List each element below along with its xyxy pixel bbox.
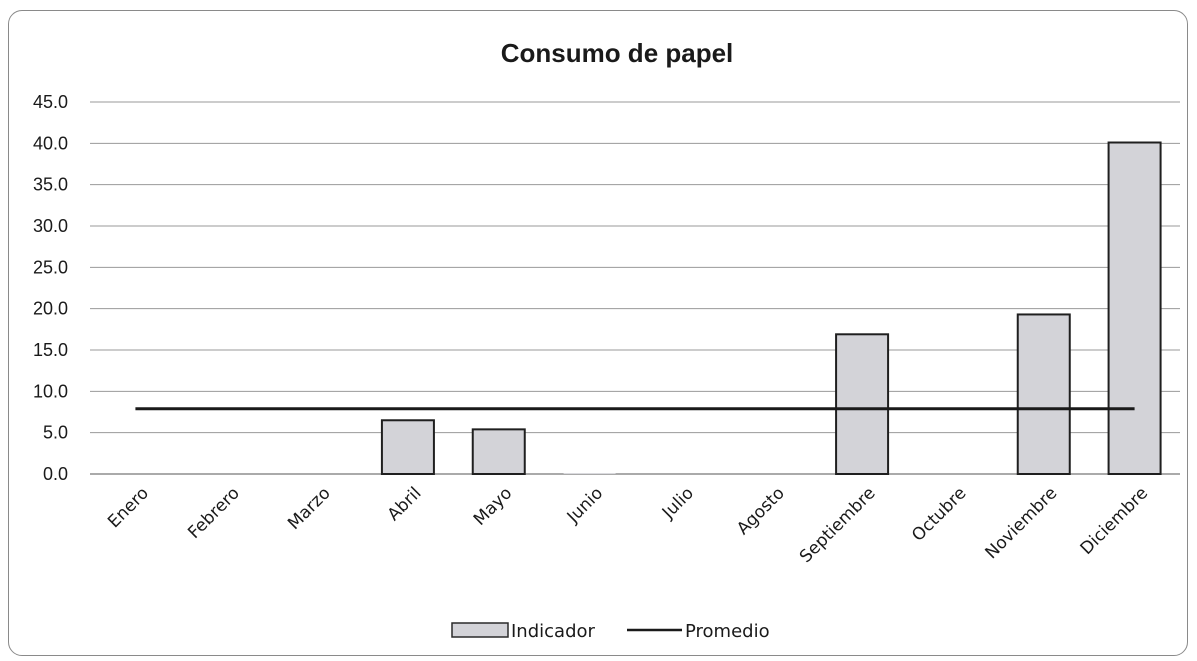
x-tick-label: Febrero [184,483,244,543]
legend: Indicador Promedio [451,621,770,642]
x-tick-label: Octubre [908,483,970,545]
x-tick-label: Julio [658,483,698,523]
y-tick-label: 5.0 [43,423,68,443]
bar-noviembre [1016,313,1071,475]
y-tick-label: 15.0 [33,340,68,360]
chart-title: Consumo de papel [501,38,734,68]
y-tick-label: 20.0 [33,299,68,319]
bar-junio [563,473,616,474]
y-tick-label: 35.0 [33,175,68,195]
y-tick-label: 40.0 [33,133,68,153]
legend-label-promedio: Promedio [685,621,770,642]
x-tick-label: Mayo [470,483,516,529]
y-tick-label: 10.0 [33,381,68,401]
gridlines [90,101,1180,475]
y-tick-label: 30.0 [33,216,68,236]
bar-septiembre [835,333,890,475]
legend-swatch-indicador [451,622,509,638]
bars [380,141,1162,476]
bar-abril [380,419,435,475]
x-tick-label: Septiembre [796,483,880,567]
x-axis-ticks: Enero Febrero Marzo Abril Mayo Junio Julio Agos… [104,483,1152,567]
y-tick-label: 45.0 [33,92,68,112]
legend-label-indicador: Indicador [511,621,596,642]
x-tick-label: Abril [384,483,426,525]
bar-mayo [471,428,526,475]
y-axis-ticks: 0.0 5.0 10.0 15.0 20.0 25.0 30.0 35.0 40.0 45.0 [33,92,68,484]
bar-diciembre [1107,141,1162,476]
chart-frame [8,10,1188,656]
x-tick-label: Junio [563,483,607,527]
x-tick-label: Marzo [284,483,334,533]
x-tick-label: Diciembre [1077,483,1153,559]
x-tick-label: Noviembre [982,483,1062,563]
y-tick-label: 0.0 [43,464,68,484]
x-tick-label: Enero [104,483,153,532]
x-tick-label: Agosto [733,483,789,539]
y-tick-label: 25.0 [33,257,68,277]
